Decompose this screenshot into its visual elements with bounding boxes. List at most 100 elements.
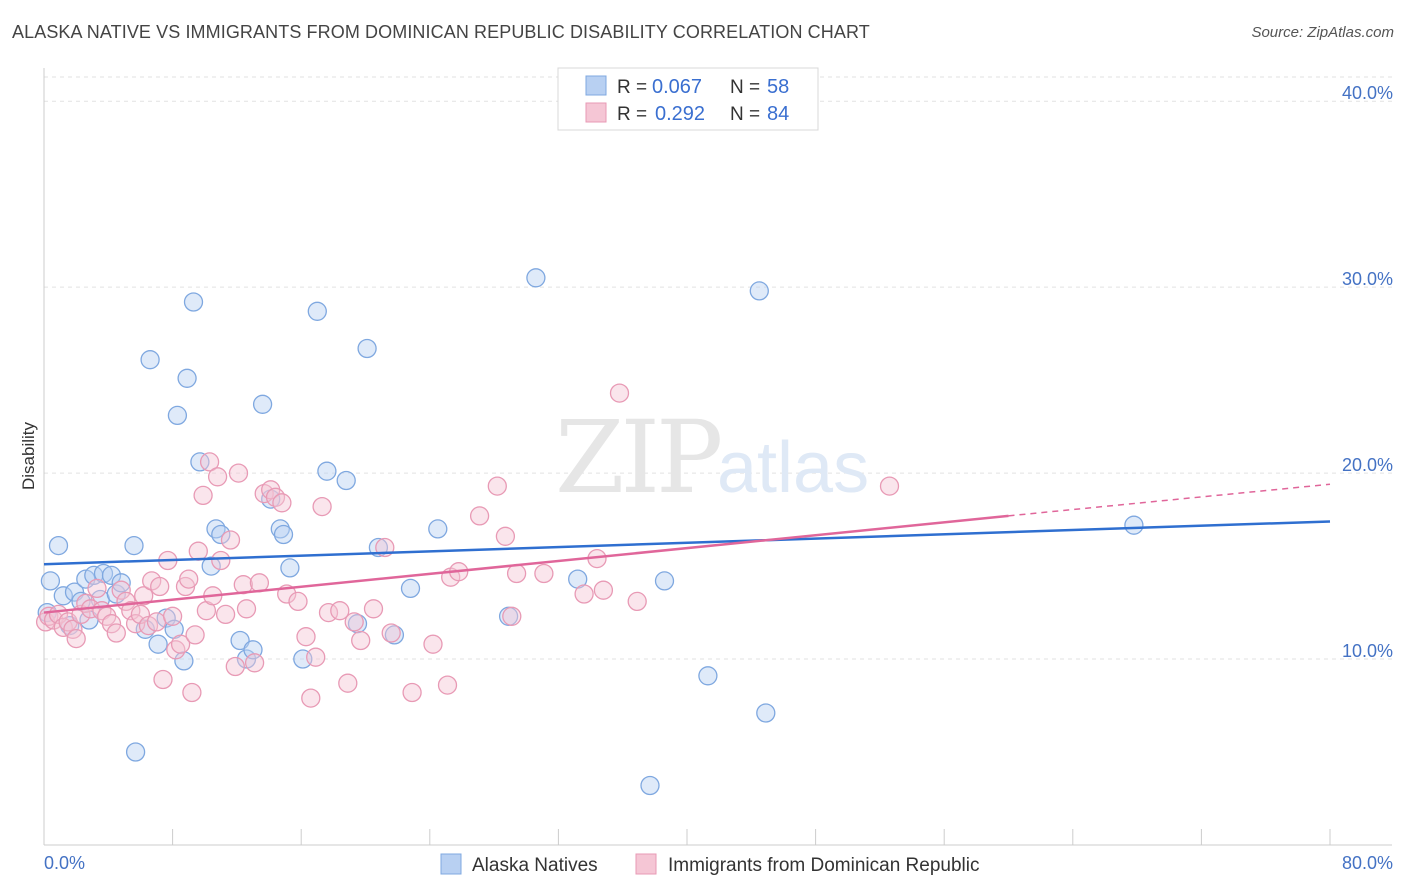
- stats-r-value-dominican: 0.292: [655, 103, 705, 125]
- point-dominican-32: [179, 569, 199, 589]
- point-dominican-61: [330, 601, 350, 621]
- point-alaska-2: [48, 535, 69, 556]
- point-alaska-39: [307, 301, 327, 321]
- point-dominican-59: [312, 496, 332, 517]
- point-dominican-24: [146, 612, 167, 632]
- stats-n-label-alaska: N =: [730, 77, 760, 98]
- point-dominican-74: [487, 476, 507, 496]
- stats-n-label-dominican: N =: [730, 104, 760, 125]
- point-dominican-79: [574, 584, 594, 604]
- point-alaska-25: [183, 292, 204, 312]
- point-dominican-78: [534, 563, 554, 584]
- point-dominican-53: [272, 493, 292, 513]
- point-dominican-43: [220, 530, 241, 550]
- stats-n-value-alaska: 58: [767, 76, 789, 98]
- y-axis-title: Disability: [19, 421, 38, 490]
- legend-swatch-alaska: [440, 853, 462, 875]
- point-alaska-53: [698, 666, 718, 686]
- point-alaska-3: [53, 586, 73, 606]
- point-dominican-64: [351, 630, 371, 651]
- point-alaska-35: [270, 519, 290, 539]
- point-dominican-7: [66, 628, 86, 649]
- stats-n-value-dominican: 84: [767, 103, 789, 125]
- point-alaska-47: [428, 519, 448, 539]
- point-alaska-14: [111, 573, 131, 593]
- series-legend: Alaska Natives Immigrants from Dominican…: [440, 853, 980, 876]
- y-tick-label-10: 10.0%: [1342, 641, 1393, 661]
- stats-legend: R = 0.067 N = 58 R = 0.292 N = 84: [557, 67, 819, 131]
- trend-line-alaska: [43, 520, 1331, 566]
- point-dominican-25: [150, 576, 170, 597]
- x-tick-label-min: 0.0%: [44, 853, 85, 873]
- point-alaska-33: [252, 394, 273, 414]
- point-dominican-69: [423, 634, 443, 654]
- point-dominican-41: [211, 550, 231, 571]
- legend-label-dominican: Immigrants from Dominican Republic: [668, 855, 980, 876]
- point-alaska-22: [167, 405, 188, 426]
- point-dominican-65: [363, 599, 384, 619]
- point-dominican-15: [106, 623, 126, 643]
- trend-line-dominican: [43, 514, 1009, 614]
- point-alaska-56: [1124, 515, 1144, 535]
- point-alaska-55: [756, 703, 776, 723]
- point-alaska-1: [40, 571, 61, 591]
- point-dominican-70: [437, 675, 458, 695]
- point-alaska-18: [140, 350, 160, 370]
- x-axis-ticks: [172, 829, 1331, 845]
- point-dominican-63: [344, 612, 364, 632]
- chart-source: Source: ZipAtlas.com: [1251, 24, 1394, 41]
- point-dominican-73: [469, 506, 490, 526]
- point-alaska-16: [125, 742, 146, 762]
- point-dominican-26: [153, 669, 173, 690]
- point-dominican-44: [225, 656, 245, 677]
- point-alaska-46: [400, 578, 421, 599]
- stats-r-value-alaska: 0.067: [652, 76, 702, 98]
- point-dominican-57: [301, 688, 321, 708]
- point-dominican-14: [101, 614, 122, 634]
- watermark: ZIP atlas: [555, 399, 869, 516]
- point-alaska-36: [273, 524, 294, 545]
- point-dominican-28: [162, 606, 183, 626]
- point-alaska-41: [336, 470, 356, 491]
- point-alaska-49: [526, 268, 546, 288]
- point-dominican-30: [170, 634, 191, 654]
- point-alaska-27: [201, 556, 221, 576]
- point-alaska-43: [357, 338, 377, 359]
- point-dominican-42: [215, 604, 236, 625]
- point-dominican-84: [879, 476, 900, 496]
- point-alaska-12: [101, 565, 122, 586]
- legend-swatch-dominican: [635, 853, 657, 875]
- point-alaska-29: [211, 524, 231, 545]
- point-alaska-45: [384, 625, 405, 645]
- point-dominican-47: [236, 599, 257, 619]
- y-axis-tick-labels: 10.0% 20.0% 30.0% 40.0%: [1342, 83, 1393, 661]
- point-dominican-48: [244, 653, 265, 673]
- point-dominican-81: [593, 580, 614, 600]
- stats-legend-swatch-alaska: [585, 75, 607, 96]
- point-alaska-54: [749, 281, 769, 301]
- watermark-atlas: atlas: [717, 428, 869, 508]
- point-dominican-38: [199, 452, 220, 472]
- point-alaska-40: [317, 461, 337, 481]
- point-dominican-67: [381, 623, 401, 643]
- y-tick-label-20: 20.0%: [1342, 455, 1393, 475]
- point-dominican-40: [207, 467, 228, 487]
- point-dominican-83: [627, 591, 647, 612]
- point-alaska-37: [280, 558, 300, 578]
- stats-r-label-dominican: R =: [617, 104, 647, 125]
- point-dominican-36: [193, 485, 213, 506]
- x-tick-label-max: 80.0%: [1342, 853, 1393, 873]
- point-dominican-55: [288, 591, 308, 612]
- legend-label-alaska: Alaska Natives: [472, 855, 598, 876]
- point-alaska-26: [190, 452, 210, 472]
- point-dominican-45: [228, 463, 249, 483]
- point-alaska-19: [148, 634, 168, 654]
- point-alaska-24: [177, 368, 197, 388]
- point-alaska-17: [135, 619, 155, 639]
- trend-line-extension-dominican: [1008, 483, 1331, 517]
- point-dominican-33: [182, 682, 202, 703]
- point-dominican-11: [87, 578, 107, 599]
- point-dominican-82: [609, 383, 630, 403]
- point-dominican-75: [495, 526, 516, 546]
- point-dominican-35: [188, 541, 208, 561]
